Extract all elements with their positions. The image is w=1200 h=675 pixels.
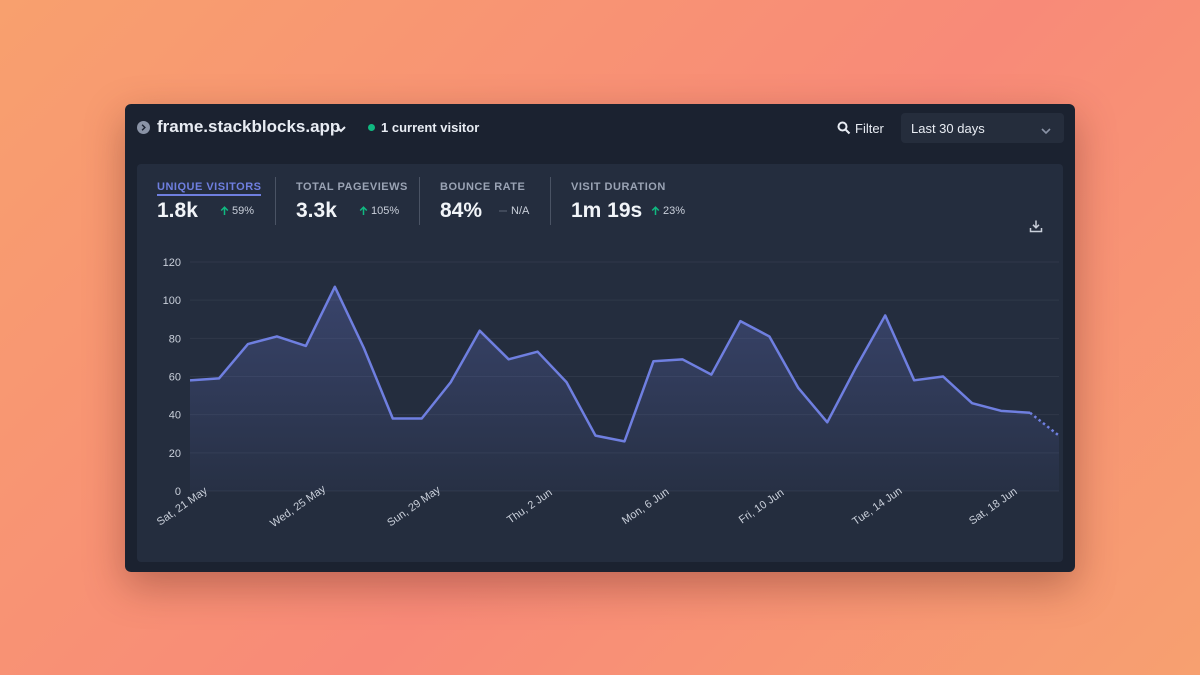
stat-label: UNIQUE VISITORS xyxy=(157,181,262,196)
y-tick-label: 20 xyxy=(169,448,181,460)
filter-button[interactable]: Filter xyxy=(837,118,884,138)
live-indicator-dot xyxy=(368,124,375,131)
series-line-projected xyxy=(1029,411,1060,437)
stat-change-value: N/A xyxy=(511,205,530,217)
stat-visit-duration[interactable]: VISIT DURATION 1m 19s 23% xyxy=(571,177,685,222)
y-tick-label: 0 xyxy=(175,486,181,498)
stat-value: 1m 19s xyxy=(571,199,643,222)
stat-total-pageviews[interactable]: TOTAL PAGEVIEWS 3.3k 105% xyxy=(296,177,408,222)
stat-bounce-rate[interactable]: BOUNCE RATE 84% N/A xyxy=(440,177,529,222)
x-tick-label: Mon, 6 Jun xyxy=(620,486,671,527)
data-point xyxy=(708,372,714,378)
y-tick-label: 60 xyxy=(169,372,181,384)
stat-change: 23% xyxy=(651,205,685,217)
stat-value: 3.3k xyxy=(296,199,337,222)
y-tick-label: 80 xyxy=(169,333,181,345)
data-point xyxy=(274,333,280,339)
y-tick-label: 120 xyxy=(163,257,181,269)
series-line xyxy=(189,285,1031,443)
analytics-window: frame.stackblocks.app 1 current visitor … xyxy=(125,104,1075,572)
data-point xyxy=(882,312,888,318)
arrow-up-icon xyxy=(220,206,229,215)
x-tick-label: Sat, 18 Jun xyxy=(967,486,1019,528)
x-tick-label: Fri, 10 Jun xyxy=(737,487,786,527)
data-point xyxy=(795,385,801,391)
data-point xyxy=(940,374,946,380)
data-point xyxy=(535,349,541,355)
stat-change: N/A xyxy=(498,205,529,217)
data-point xyxy=(361,345,367,351)
data-point xyxy=(737,318,743,324)
data-point xyxy=(998,408,1004,414)
data-point xyxy=(650,358,656,364)
y-tick-label: 100 xyxy=(163,295,181,307)
y-tick-label: 40 xyxy=(169,410,181,422)
stat-label: TOTAL PAGEVIEWS xyxy=(296,181,408,193)
data-point xyxy=(853,364,859,370)
data-point xyxy=(969,400,975,406)
stat-change: 59% xyxy=(220,205,254,217)
data-point xyxy=(622,438,628,444)
data-point xyxy=(824,419,830,425)
x-tick-label: Thu, 2 Jun xyxy=(505,487,554,527)
data-point xyxy=(390,415,396,421)
data-point xyxy=(911,377,917,383)
stat-value: 1.8k xyxy=(157,199,198,222)
data-point xyxy=(477,328,483,334)
series-area xyxy=(190,286,1059,491)
data-point xyxy=(303,343,309,349)
data-point xyxy=(506,356,512,362)
chevron-down-icon[interactable] xyxy=(335,121,347,139)
current-visitors[interactable]: 1 current visitor xyxy=(381,120,480,135)
stat-divider xyxy=(419,177,420,225)
stat-value: 84% xyxy=(440,199,483,222)
data-point xyxy=(679,356,685,362)
arrow-up-icon xyxy=(651,206,660,215)
data-point xyxy=(187,377,193,383)
data-point xyxy=(419,415,425,421)
stats-panel: UNIQUE VISITORS 1.8k 59% TOTAL PAGEVIEWS… xyxy=(137,164,1063,562)
stat-label: VISIT DURATION xyxy=(571,181,666,193)
data-point xyxy=(766,333,772,339)
data-point xyxy=(216,375,222,381)
arrow-up-icon xyxy=(359,206,368,215)
date-range-label: Last 30 days xyxy=(911,121,985,136)
data-point xyxy=(1027,410,1033,416)
x-tick-label: Tue, 14 Jun xyxy=(850,485,904,528)
stat-change-value: 23% xyxy=(663,205,686,217)
data-point xyxy=(245,341,251,347)
x-tick-label: Sat, 21 May xyxy=(155,485,210,529)
dash-icon xyxy=(499,210,507,212)
site-name[interactable]: frame.stackblocks.app xyxy=(157,117,341,136)
data-point xyxy=(1056,433,1062,439)
stat-unique-visitors[interactable]: UNIQUE VISITORS 1.8k 59% xyxy=(157,177,262,222)
stat-change: 105% xyxy=(359,205,399,217)
data-point xyxy=(332,284,338,290)
data-point xyxy=(448,379,454,385)
data-point xyxy=(593,433,599,439)
chevron-down-icon xyxy=(1040,123,1052,141)
stat-divider xyxy=(550,177,551,225)
download-icon[interactable] xyxy=(1029,219,1043,238)
stat-change-value: 59% xyxy=(232,205,255,217)
top-bar: frame.stackblocks.app 1 current visitor … xyxy=(125,104,1075,152)
search-icon xyxy=(837,121,851,135)
stat-change-value: 105% xyxy=(371,205,400,217)
data-point xyxy=(564,379,570,385)
site-favicon-icon xyxy=(137,121,150,134)
filter-label: Filter xyxy=(855,120,884,136)
date-range-select[interactable]: Last 30 days xyxy=(901,113,1064,143)
stat-label: BOUNCE RATE xyxy=(440,181,526,193)
stat-divider xyxy=(275,177,276,225)
